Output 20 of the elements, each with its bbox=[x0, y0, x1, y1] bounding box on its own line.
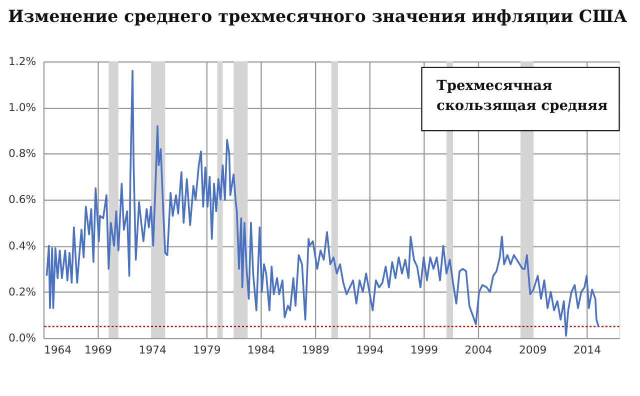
x-tick-label: 1974 bbox=[138, 343, 166, 356]
x-tick-label: 2014 bbox=[573, 343, 602, 356]
y-tick-label: 0.0% bbox=[8, 332, 36, 344]
y-tick-label: 0.2% bbox=[8, 285, 36, 298]
x-tick-label: 1989 bbox=[302, 343, 330, 356]
chart-title: Изменение среднего трехмесячного значения инфляции США bbox=[8, 6, 628, 26]
x-tick-label: 1994 bbox=[356, 343, 384, 356]
x-tick-label: 2004 bbox=[464, 343, 492, 356]
y-tick-label: 0.6% bbox=[8, 193, 36, 206]
y-tick-label: 0.8% bbox=[8, 147, 36, 160]
x-tick-label: 1984 bbox=[247, 343, 276, 356]
x-tick-label: 1979 bbox=[193, 343, 221, 356]
y-tick-label: 0.4% bbox=[8, 239, 36, 252]
text: Трехмесячная скользящая средняя bbox=[436, 78, 608, 114]
y-tick-label: 1.2% bbox=[8, 54, 36, 68]
y-tick-label: 1.0% bbox=[8, 101, 36, 114]
x-tick-label: 2009 bbox=[519, 343, 547, 356]
x-tick-label: 1999 bbox=[410, 343, 438, 356]
x-tick-label: 1964 bbox=[44, 343, 72, 356]
x-tick-label: 1969 bbox=[84, 343, 112, 356]
